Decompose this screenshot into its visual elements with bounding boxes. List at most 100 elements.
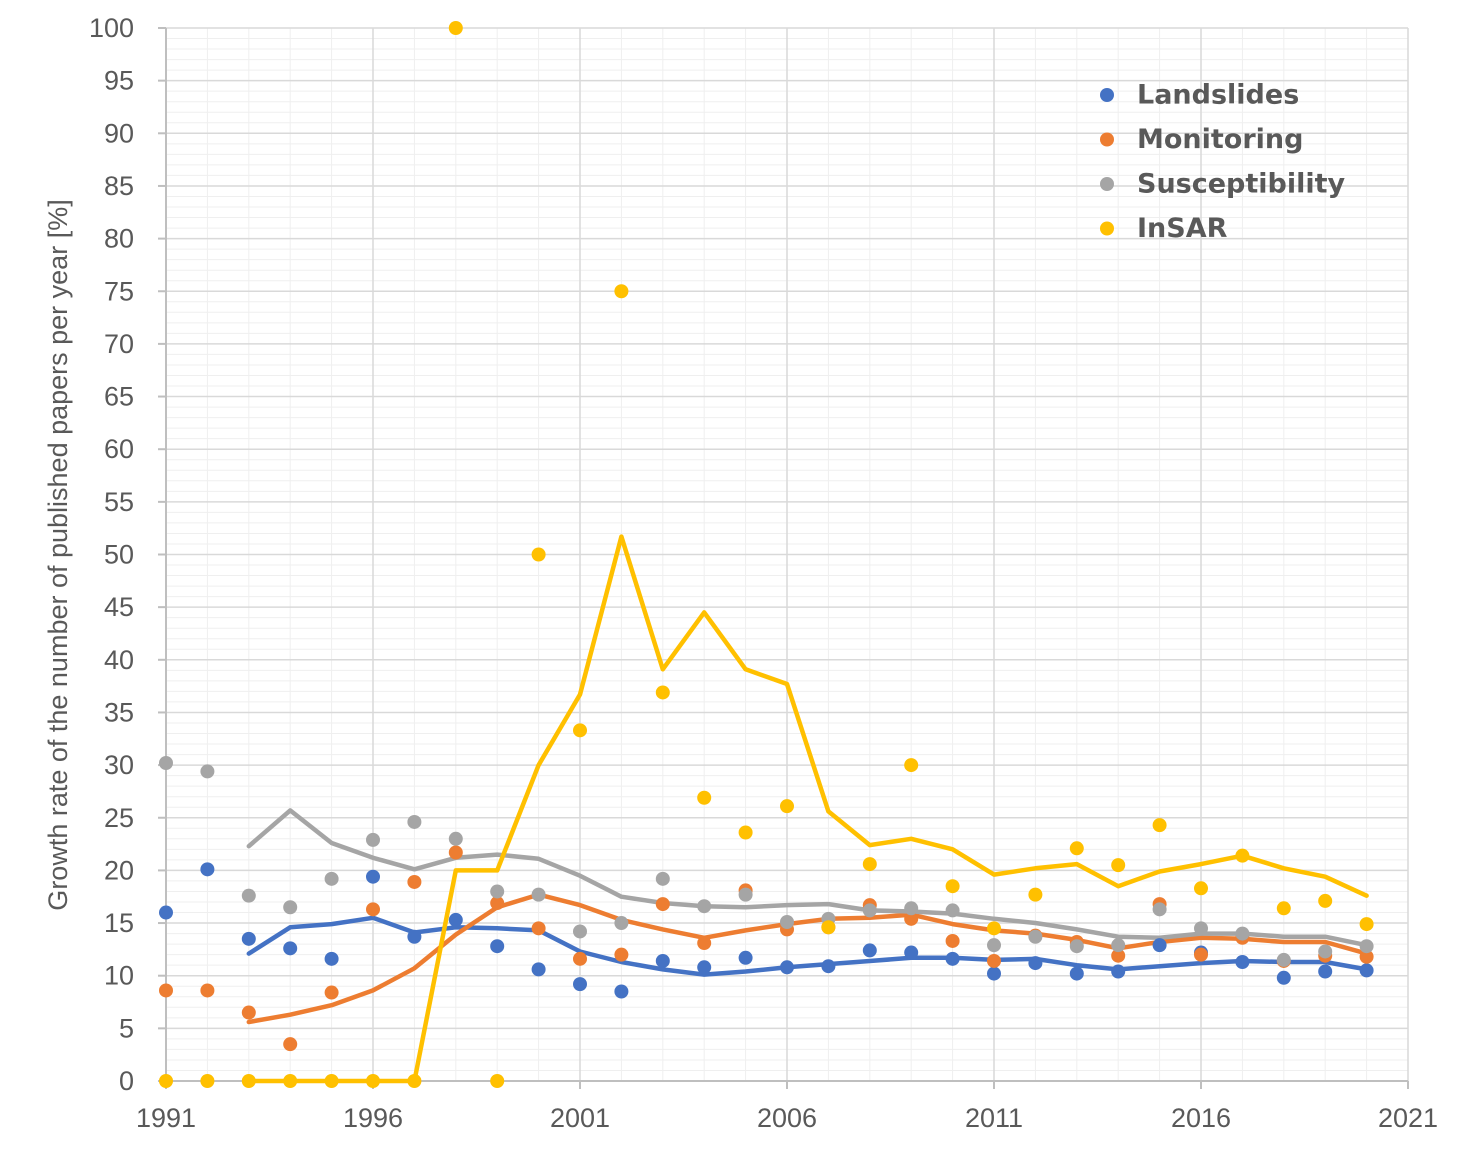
point-monitoring [904, 911, 919, 926]
point-insar [573, 723, 587, 738]
point-insar [987, 921, 1001, 936]
y-tick-label: 80 [104, 224, 134, 254]
point-insar [1235, 848, 1250, 863]
y-tick-label: 10 [104, 961, 134, 991]
y-tick-label: 5 [119, 1013, 134, 1043]
point-susceptibility [1235, 926, 1250, 941]
point-landslides [200, 862, 215, 877]
y-tick-label: 90 [104, 118, 134, 148]
point-insar [1318, 893, 1333, 908]
point-insar [531, 547, 546, 562]
point-insar [283, 1074, 298, 1088]
point-landslides [1235, 955, 1250, 970]
point-insar [324, 1074, 339, 1088]
point-susceptibility [1318, 944, 1333, 959]
point-landslides [490, 939, 505, 954]
tick-labels: 0 5 10 15 20 25 30 35 40 45 50 55 60 65 70 75 80 85 90 95 10… [89, 13, 1438, 1133]
point-susceptibility [241, 888, 256, 903]
point-susceptibility [159, 755, 173, 770]
point-landslides [1111, 964, 1126, 979]
point-insar [1276, 901, 1291, 916]
x-tick-label: 2006 [757, 1103, 817, 1133]
point-landslides [283, 941, 298, 956]
y-tick-label: 45 [104, 592, 134, 622]
point-susceptibility [697, 899, 712, 914]
point-susceptibility [573, 924, 587, 939]
point-landslides [1152, 938, 1167, 953]
point-landslides [1069, 966, 1084, 981]
trend-lines [246, 534, 1369, 1084]
y-tick-label: 40 [104, 645, 134, 675]
y-tick-label: 35 [104, 697, 134, 727]
point-insar [366, 1074, 380, 1088]
point-monitoring [573, 951, 587, 966]
point-insar [407, 1074, 422, 1088]
point-insar [821, 920, 836, 935]
point-insar [1194, 881, 1208, 896]
point-insar [780, 799, 794, 814]
point-susceptibility [1152, 902, 1167, 917]
point-landslides [1276, 970, 1291, 985]
point-susceptibility [448, 831, 463, 846]
point-monitoring [655, 897, 670, 912]
legend-marker-susceptibility [1100, 177, 1114, 191]
point-insar [1028, 887, 1043, 902]
point-monitoring [448, 845, 463, 860]
y-tick-label: 70 [104, 329, 134, 359]
trend-line-monitoring [246, 892, 1369, 1025]
legend-label-insar: InSAR [1137, 213, 1228, 244]
major-gridlines [166, 27, 1409, 1081]
point-insar [655, 685, 670, 700]
point-landslides [655, 953, 670, 968]
legend-marker-monitoring [1100, 132, 1114, 147]
point-monitoring [366, 902, 380, 917]
point-insar [1069, 841, 1084, 856]
point-monitoring [407, 874, 422, 889]
point-landslides [448, 912, 463, 927]
point-insar [904, 758, 919, 773]
point-susceptibility [614, 916, 629, 931]
y-tick-label: 25 [104, 803, 134, 833]
point-susceptibility [1359, 939, 1374, 954]
point-susceptibility [1069, 939, 1084, 954]
point-landslides [159, 905, 173, 920]
legend: Landslides Monitoring Susceptibility InSAR [1100, 80, 1346, 244]
point-landslides [573, 977, 587, 992]
y-tick-label: 30 [104, 750, 134, 780]
point-landslides [738, 950, 753, 965]
point-landslides [1359, 963, 1374, 978]
trend-line-susceptibility [246, 808, 1369, 948]
point-monitoring [697, 936, 712, 951]
point-monitoring [614, 947, 629, 962]
point-susceptibility [780, 914, 794, 929]
x-tick-label: 2016 [1171, 1103, 1231, 1133]
point-susceptibility [987, 938, 1001, 953]
point-landslides [945, 951, 960, 966]
y-tick-label: 75 [104, 276, 134, 306]
point-susceptibility [1111, 938, 1126, 953]
legend-label-susceptibility: Susceptibility [1137, 169, 1346, 200]
trend-line-landslides [246, 915, 1369, 977]
point-monitoring [159, 983, 173, 998]
point-monitoring [945, 933, 960, 948]
y-tick-label: 100 [89, 13, 134, 43]
point-insar [614, 284, 629, 299]
point-monitoring [283, 1037, 298, 1052]
point-monitoring [200, 983, 215, 998]
y-tick-label: 85 [104, 171, 134, 201]
y-tick-label: 20 [104, 855, 134, 885]
x-tick-label: 2001 [550, 1103, 610, 1133]
point-monitoring [1194, 947, 1208, 962]
point-insar [862, 857, 877, 872]
point-monitoring [324, 985, 339, 1000]
point-insar [448, 21, 463, 35]
x-tick-label: 1991 [136, 1103, 196, 1133]
point-insar [1111, 858, 1126, 873]
point-landslides [324, 951, 339, 966]
y-tick-label: 55 [104, 487, 134, 517]
point-susceptibility [1028, 929, 1043, 944]
point-landslides [821, 959, 836, 974]
point-insar [738, 825, 753, 840]
point-susceptibility [490, 884, 505, 899]
x-tick-label: 2011 [965, 1103, 1023, 1133]
